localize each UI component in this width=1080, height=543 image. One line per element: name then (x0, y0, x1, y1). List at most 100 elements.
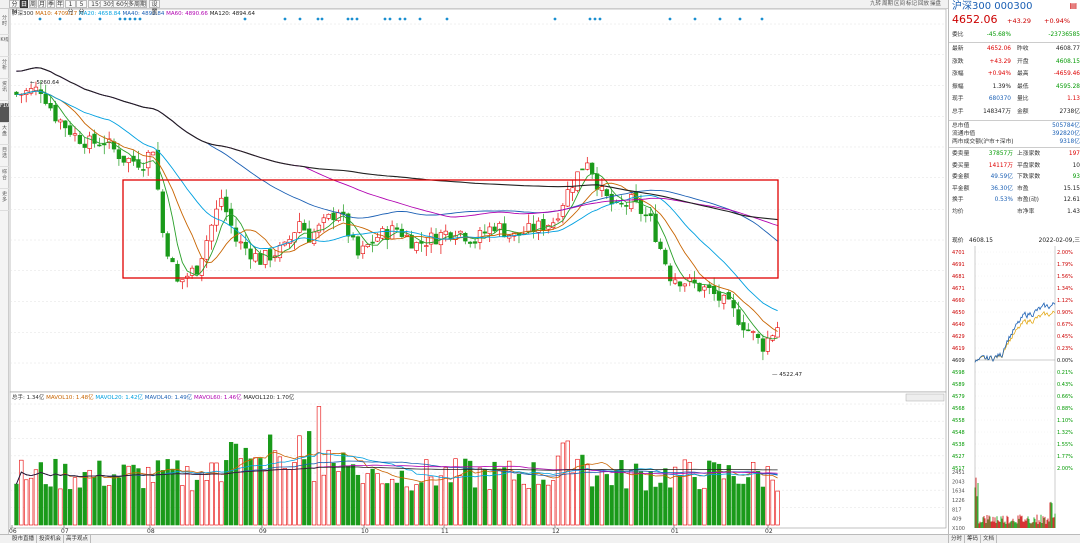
quote-panel: 沪深300 000300 ▤ 4652.06 +43.29 +0.94% 委比 -… (948, 0, 1080, 543)
volume-bar (609, 485, 614, 526)
candle-body (307, 228, 312, 243)
candle-body (424, 245, 429, 247)
ma-legend: 沪深300 MA10: 4709.17 MA20: 4658.84 MA40: … (12, 9, 256, 17)
side-tab[interactable]: 资讯 (0, 81, 9, 101)
volume-legend-item: MAVOL10: 1.48亿 (46, 393, 95, 401)
side-tab[interactable]: 综合 (0, 169, 9, 189)
quote-value: 148347万 (983, 108, 1011, 115)
quote-label: 两市成交额(沪市+深市) (952, 139, 1014, 145)
candle-body (468, 241, 473, 244)
volume-bar (233, 443, 239, 526)
candle-body (394, 227, 400, 230)
toolbar-right-item[interactable]: 回放 (918, 1, 930, 7)
quote-value: 197 (1068, 151, 1080, 157)
toolbar-right-item[interactable]: 操盘 (930, 1, 942, 7)
intraday-price-line (974, 301, 1056, 363)
volume-bar (721, 478, 727, 526)
volume-bar (14, 483, 19, 526)
side-tab[interactable]: 分析 (0, 59, 9, 79)
volume-bar (67, 489, 73, 526)
kline-chart[interactable]: 5426534752685189511050314950487147924713… (0, 0, 948, 534)
volume-bar (160, 470, 165, 526)
period-button[interactable]: 分时 (9, 0, 20, 16)
volume-legend-item: 总手: 1.34亿 (12, 393, 46, 401)
volume-legend: 总手: 1.34亿 MAVOL10: 1.48亿 MAVOL20: 1.42亿 … (12, 393, 295, 401)
date-axis-label: 11 (441, 528, 449, 534)
quote-row: 均价 市净率 1.43 (949, 207, 1080, 218)
candle-body (43, 93, 48, 104)
candle-body (560, 205, 566, 217)
volume-bar (302, 459, 307, 526)
volume-bar (189, 490, 195, 526)
toolbar-right-item[interactable]: 周期 (882, 1, 894, 7)
candle-body (360, 245, 365, 254)
side-tab[interactable]: 自选 (0, 147, 9, 167)
volume-bar (307, 431, 312, 526)
intraday-pct-label: 1.10% (1057, 418, 1073, 424)
volume-bar (287, 469, 292, 526)
candle-body (555, 218, 561, 221)
volume-bar (297, 435, 302, 526)
date-axis-label: 06 (9, 528, 17, 534)
intraday-price-label: 4671 (952, 286, 965, 292)
candle-body (443, 230, 448, 235)
period-button[interactable]: 5分 (76, 0, 87, 16)
signal-dot (58, 17, 62, 21)
intraday-chart[interactable]: 4701 2.00% 4691 1.79% 4681 1.56% 4671 1.34% 4660… (949, 246, 1080, 534)
volume-bar (677, 474, 683, 526)
volume-bar (389, 478, 395, 526)
quote-value: 49.59亿 (990, 174, 1013, 180)
quote-label: 最新 (952, 46, 964, 52)
side-tab[interactable]: K线 (0, 37, 9, 57)
candle-body (619, 202, 624, 205)
period-button[interactable]: 多周期 (127, 0, 147, 8)
toolbar-right-item[interactable]: 标记 (906, 1, 918, 7)
volume-bar (253, 457, 258, 526)
period-button[interactable]: 日 (20, 0, 28, 8)
intraday-label: 现价 (952, 238, 964, 244)
candle-body (751, 331, 756, 333)
quote-bottom-tab[interactable]: 文档 (981, 535, 998, 543)
quote-value: +0.94% (987, 71, 1011, 77)
period-button[interactable]: 设置 (149, 0, 160, 16)
quote-label: 平盘家数 (1017, 162, 1041, 169)
collapse-icon[interactable]: ▤ (1069, 1, 1077, 10)
volume-bar (146, 466, 151, 526)
intraday-pct-label: 1.79% (1057, 262, 1073, 268)
toolbar-right-item[interactable]: 区间 (894, 1, 906, 7)
quote-row: 总手 148347万 金额 2738亿 (949, 107, 1080, 118)
period-button[interactable]: 周 (29, 0, 37, 8)
ma-legend-item: MA60: 4890.66 (166, 11, 210, 17)
volume-bar (346, 465, 351, 526)
candle-body (33, 86, 39, 91)
signal-dot (320, 17, 324, 21)
period-button[interactable]: 月 (38, 0, 46, 8)
toolbar-right-item[interactable]: 九转 (870, 1, 882, 7)
quote-bottom-tab[interactable]: 分时 (949, 535, 966, 543)
intraday-pct-label: 0.00% (1057, 358, 1073, 364)
side-tab[interactable]: 分时 (0, 15, 9, 35)
period-button[interactable]: 年 (56, 0, 64, 8)
quote-label: 涨幅 (952, 71, 964, 77)
period-button[interactable]: 季 (47, 0, 55, 8)
bottom-tab[interactable]: 股市直播 (10, 535, 38, 543)
side-tab[interactable]: F10 (0, 103, 9, 123)
volume-bar (243, 447, 248, 526)
volume-bar (711, 462, 717, 526)
quote-row: 振幅 1.39% 最低 4595.28 (949, 82, 1080, 93)
quote-bottom-tab[interactable]: 筹码 (965, 535, 982, 543)
volume-bar (511, 479, 517, 526)
date-axis-label: 08 (147, 528, 155, 534)
side-tab[interactable]: 大盘 (0, 125, 9, 145)
bottom-tab[interactable]: 高手观点 (64, 535, 92, 543)
volume-bar (521, 483, 526, 526)
volume-bar (653, 486, 658, 526)
volume-indicator-selector[interactable] (905, 393, 945, 402)
quote-value: -4659.46 (1053, 71, 1080, 77)
period-button[interactable]: 1分 (65, 0, 76, 16)
volume-bar (482, 468, 487, 526)
side-tab[interactable]: 更多 (0, 191, 9, 211)
volume-bar (472, 487, 478, 526)
quote-row: 总市值 505784亿 (949, 122, 1080, 130)
bottom-tab[interactable]: 投资机会 (37, 535, 65, 543)
